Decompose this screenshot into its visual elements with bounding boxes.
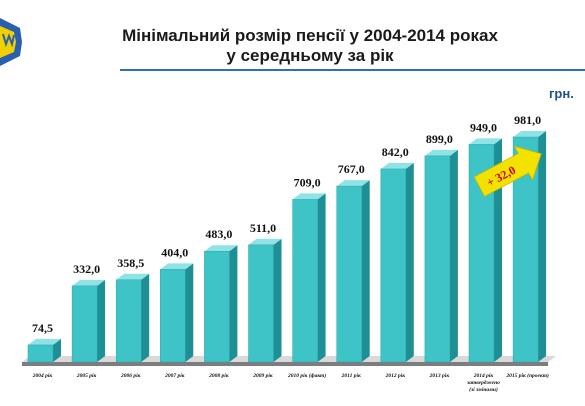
- value-label: 842,0: [382, 145, 409, 159]
- value-label: 358,5: [117, 256, 144, 270]
- value-label: 709,0: [294, 175, 321, 189]
- bar-side: [449, 149, 458, 362]
- bar-side: [229, 245, 238, 362]
- bar-side: [185, 263, 194, 362]
- bar-side: [97, 279, 106, 362]
- category-label: 2007 рік: [164, 373, 185, 379]
- bar-front: [424, 155, 451, 363]
- category-labels: 2004 рік 2005 рік 2006 рік 2007 рік 2008 рік…: [32, 372, 549, 393]
- category-label: 2006 рік: [120, 373, 141, 379]
- category-label: (зі змінами): [469, 386, 498, 393]
- bar-side: [317, 193, 326, 362]
- category-label: 2008 рік: [208, 373, 229, 379]
- category-label: 2010 рік (факт): [287, 372, 326, 379]
- bar-front: [27, 344, 54, 363]
- category-label: 2011 рік: [341, 373, 361, 379]
- bar-top: [513, 131, 547, 138]
- value-label: 74,5: [32, 321, 53, 335]
- value-label: 332,0: [73, 262, 100, 276]
- bar-top: [380, 162, 414, 169]
- value-label: 767,0: [338, 162, 365, 176]
- chart-title: Мінімальний розмір пенсії у 2004-2014 ро…: [60, 26, 560, 66]
- bar-top: [204, 245, 238, 252]
- bar-top: [160, 263, 194, 270]
- bar-7: [336, 180, 370, 363]
- title-line-2: у середньому за рік: [226, 46, 394, 65]
- floor-front: [22, 362, 549, 366]
- bar-front: [204, 250, 230, 363]
- ukraine-trident-logo-icon: [0, 18, 22, 66]
- bar-8: [380, 162, 414, 363]
- value-label: 511,0: [250, 221, 276, 235]
- bar-top: [28, 338, 61, 345]
- arrow-shape: [473, 145, 542, 197]
- bar-5: [248, 238, 282, 363]
- bar-6: [292, 193, 326, 363]
- bar-side: [53, 338, 61, 362]
- floor-top: [22, 356, 557, 362]
- bar-1: [71, 279, 106, 363]
- bar-side: [361, 180, 370, 362]
- bar-top: [469, 138, 502, 145]
- bar-side: [494, 138, 502, 362]
- bar-side: [405, 162, 414, 362]
- bar-top: [292, 193, 326, 200]
- bar-4: [204, 245, 238, 363]
- bar-side: [273, 238, 282, 362]
- bar-front: [71, 285, 98, 363]
- bar-front: [248, 244, 274, 363]
- value-label: 404,0: [161, 245, 188, 259]
- value-label: 899,0: [426, 132, 453, 146]
- bar-top: [424, 149, 458, 156]
- value-label: 949,0: [470, 120, 497, 134]
- bar-side: [141, 273, 150, 362]
- bar-top: [116, 273, 150, 280]
- chart-floor: [22, 356, 557, 366]
- category-label: 2015 рік (проект): [505, 372, 549, 379]
- bar-top: [336, 180, 370, 187]
- bars: [27, 131, 547, 363]
- value-label: 483,0: [205, 227, 232, 241]
- bar-front: [292, 199, 318, 363]
- bar-top: [72, 279, 106, 286]
- bar-9: [424, 149, 458, 363]
- category-label: 2005 рік: [76, 373, 97, 379]
- category-label: затверджено: [466, 379, 500, 386]
- category-label: 2013 рік: [429, 373, 450, 379]
- value-labels: 74,5 332,0 358,5 404,0 483,0 511,0 709,0 767,0 8…: [32, 113, 541, 335]
- bar-side: [538, 131, 547, 362]
- bar-front: [160, 269, 186, 363]
- category-label: 2012 рік: [385, 373, 406, 379]
- bar-front: [115, 279, 142, 363]
- category-label: 2004 рік: [32, 373, 53, 379]
- bar-2: [115, 273, 150, 363]
- category-label: 2009 рік: [252, 373, 273, 379]
- title-rule: [120, 69, 585, 71]
- bar-top: [248, 238, 282, 245]
- bar-front: [380, 168, 407, 363]
- bar-0: [27, 338, 61, 363]
- title-line-1: Мінімальний розмір пенсії у 2004-2014 ро…: [122, 26, 498, 45]
- category-label: 2014 рік: [473, 373, 494, 379]
- bar-front: [336, 185, 362, 363]
- value-label: 981,0: [514, 113, 541, 127]
- bar-3: [160, 263, 194, 363]
- unit-label: грн.: [549, 86, 574, 101]
